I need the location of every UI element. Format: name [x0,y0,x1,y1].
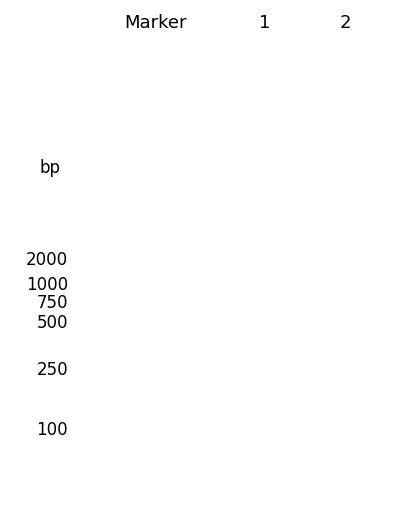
FancyBboxPatch shape [86,308,174,317]
FancyBboxPatch shape [85,297,175,307]
Text: 750: 750 [36,294,68,312]
Text: 2000: 2000 [26,251,68,269]
FancyBboxPatch shape [86,279,174,288]
Text: 2: 2 [339,14,351,32]
FancyBboxPatch shape [185,300,305,314]
Text: Marker: Marker [124,14,186,32]
FancyBboxPatch shape [290,300,400,314]
Text: bp: bp [40,159,60,177]
Text: 250: 250 [36,361,68,379]
Text: 1000: 1000 [26,276,68,294]
Text: 1: 1 [259,14,271,32]
FancyBboxPatch shape [85,255,175,265]
FancyBboxPatch shape [86,318,174,327]
Text: 100: 100 [36,421,68,439]
Text: 500: 500 [36,314,68,332]
